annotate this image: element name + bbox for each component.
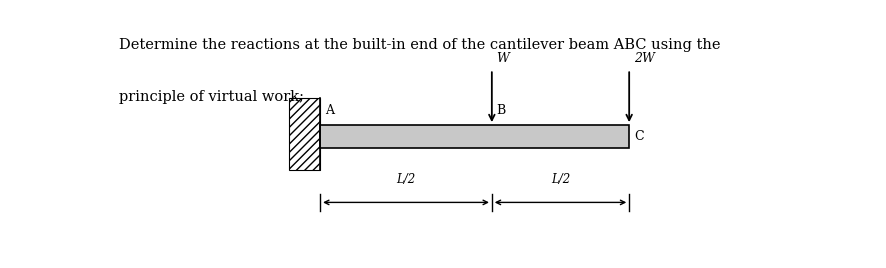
Text: principle of virtual work;: principle of virtual work; — [119, 90, 304, 104]
Text: C: C — [634, 130, 643, 143]
Text: L/2: L/2 — [551, 173, 570, 186]
Bar — [289, 98, 320, 170]
Bar — [320, 125, 629, 148]
Text: Determine the reactions at the built-in end of the cantilever beam ABC using the: Determine the reactions at the built-in … — [119, 38, 720, 52]
Text: B: B — [497, 104, 506, 117]
Text: 2W: 2W — [634, 52, 655, 65]
Text: L/2: L/2 — [396, 173, 416, 186]
Text: W: W — [497, 52, 509, 65]
Text: A: A — [325, 104, 334, 117]
